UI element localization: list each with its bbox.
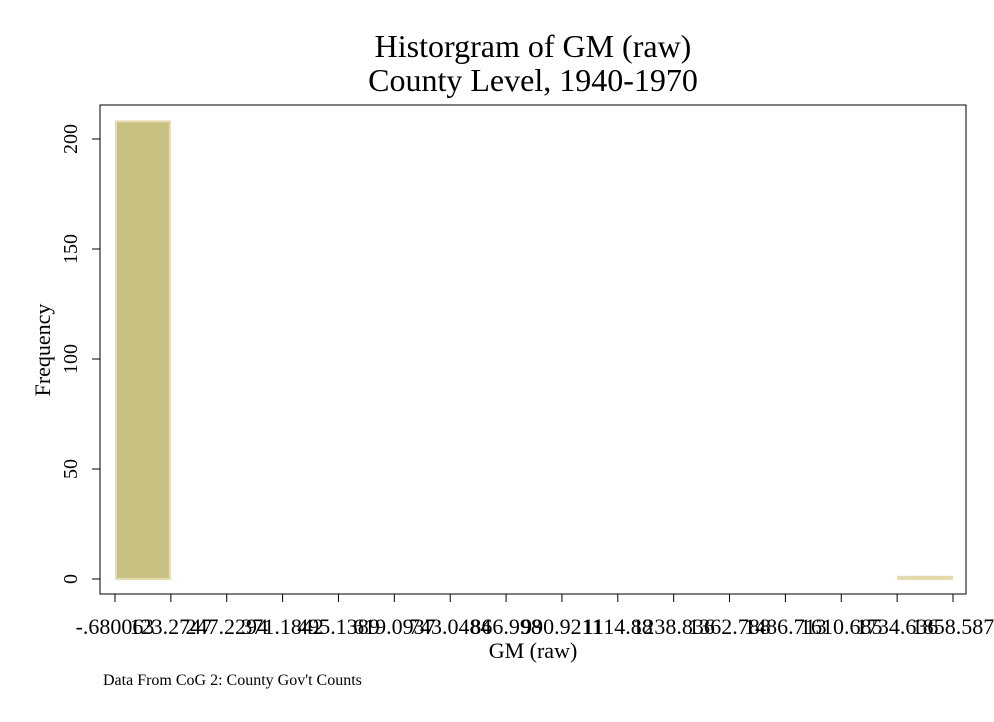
x-tick-label: 743.0484 xyxy=(409,614,492,639)
x-tick-label: 1362.788 xyxy=(688,614,771,639)
x-tick-label: 1114.88 xyxy=(583,614,653,639)
x-tick-label: -.680063 xyxy=(76,614,155,639)
x-tick-label: 1610.685 xyxy=(800,614,883,639)
chart-title: Historgram of GM (raw) xyxy=(374,28,692,64)
x-tick-label: 1734.636 xyxy=(856,614,939,639)
x-tick-label: 247.2294 xyxy=(185,614,268,639)
plot-region xyxy=(99,104,967,595)
y-tick-label: 100 xyxy=(60,344,82,374)
x-tick-label: 990.9211 xyxy=(521,614,603,639)
x-tick-label: 1486.713 xyxy=(744,614,827,639)
x-axis-ticks: -.680063123.2747247.2294371.1842495.1389… xyxy=(76,594,994,639)
y-tick-label: 200 xyxy=(60,124,82,154)
source-note: Data From CoG 2: County Gov't Counts xyxy=(103,672,362,689)
x-tick-label: 495.1389 xyxy=(297,614,380,639)
x-tick-label: 866.998 xyxy=(470,614,542,639)
histogram-bar xyxy=(115,120,171,581)
y-tick-label: 50 xyxy=(60,459,82,479)
y-axis-label: Frequency xyxy=(30,304,55,397)
x-axis-label: GM (raw) xyxy=(489,638,578,663)
chart-subtitle: County Level, 1940-1970 xyxy=(368,62,698,98)
x-tick-label: 1858.587 xyxy=(912,614,994,639)
x-tick-label: 1238.836 xyxy=(632,614,715,639)
y-axis-ticks: 0 50 100 150 200 xyxy=(60,124,100,584)
x-tick-label: 123.2747 xyxy=(130,614,213,639)
histogram-bar xyxy=(897,575,954,580)
y-tick-label: 0 xyxy=(60,574,82,584)
histogram-bars xyxy=(115,120,954,581)
y-tick-label: 150 xyxy=(60,234,82,264)
x-tick-label: 371.1842 xyxy=(241,614,324,639)
x-tick-label: 619.0937 xyxy=(353,614,436,639)
